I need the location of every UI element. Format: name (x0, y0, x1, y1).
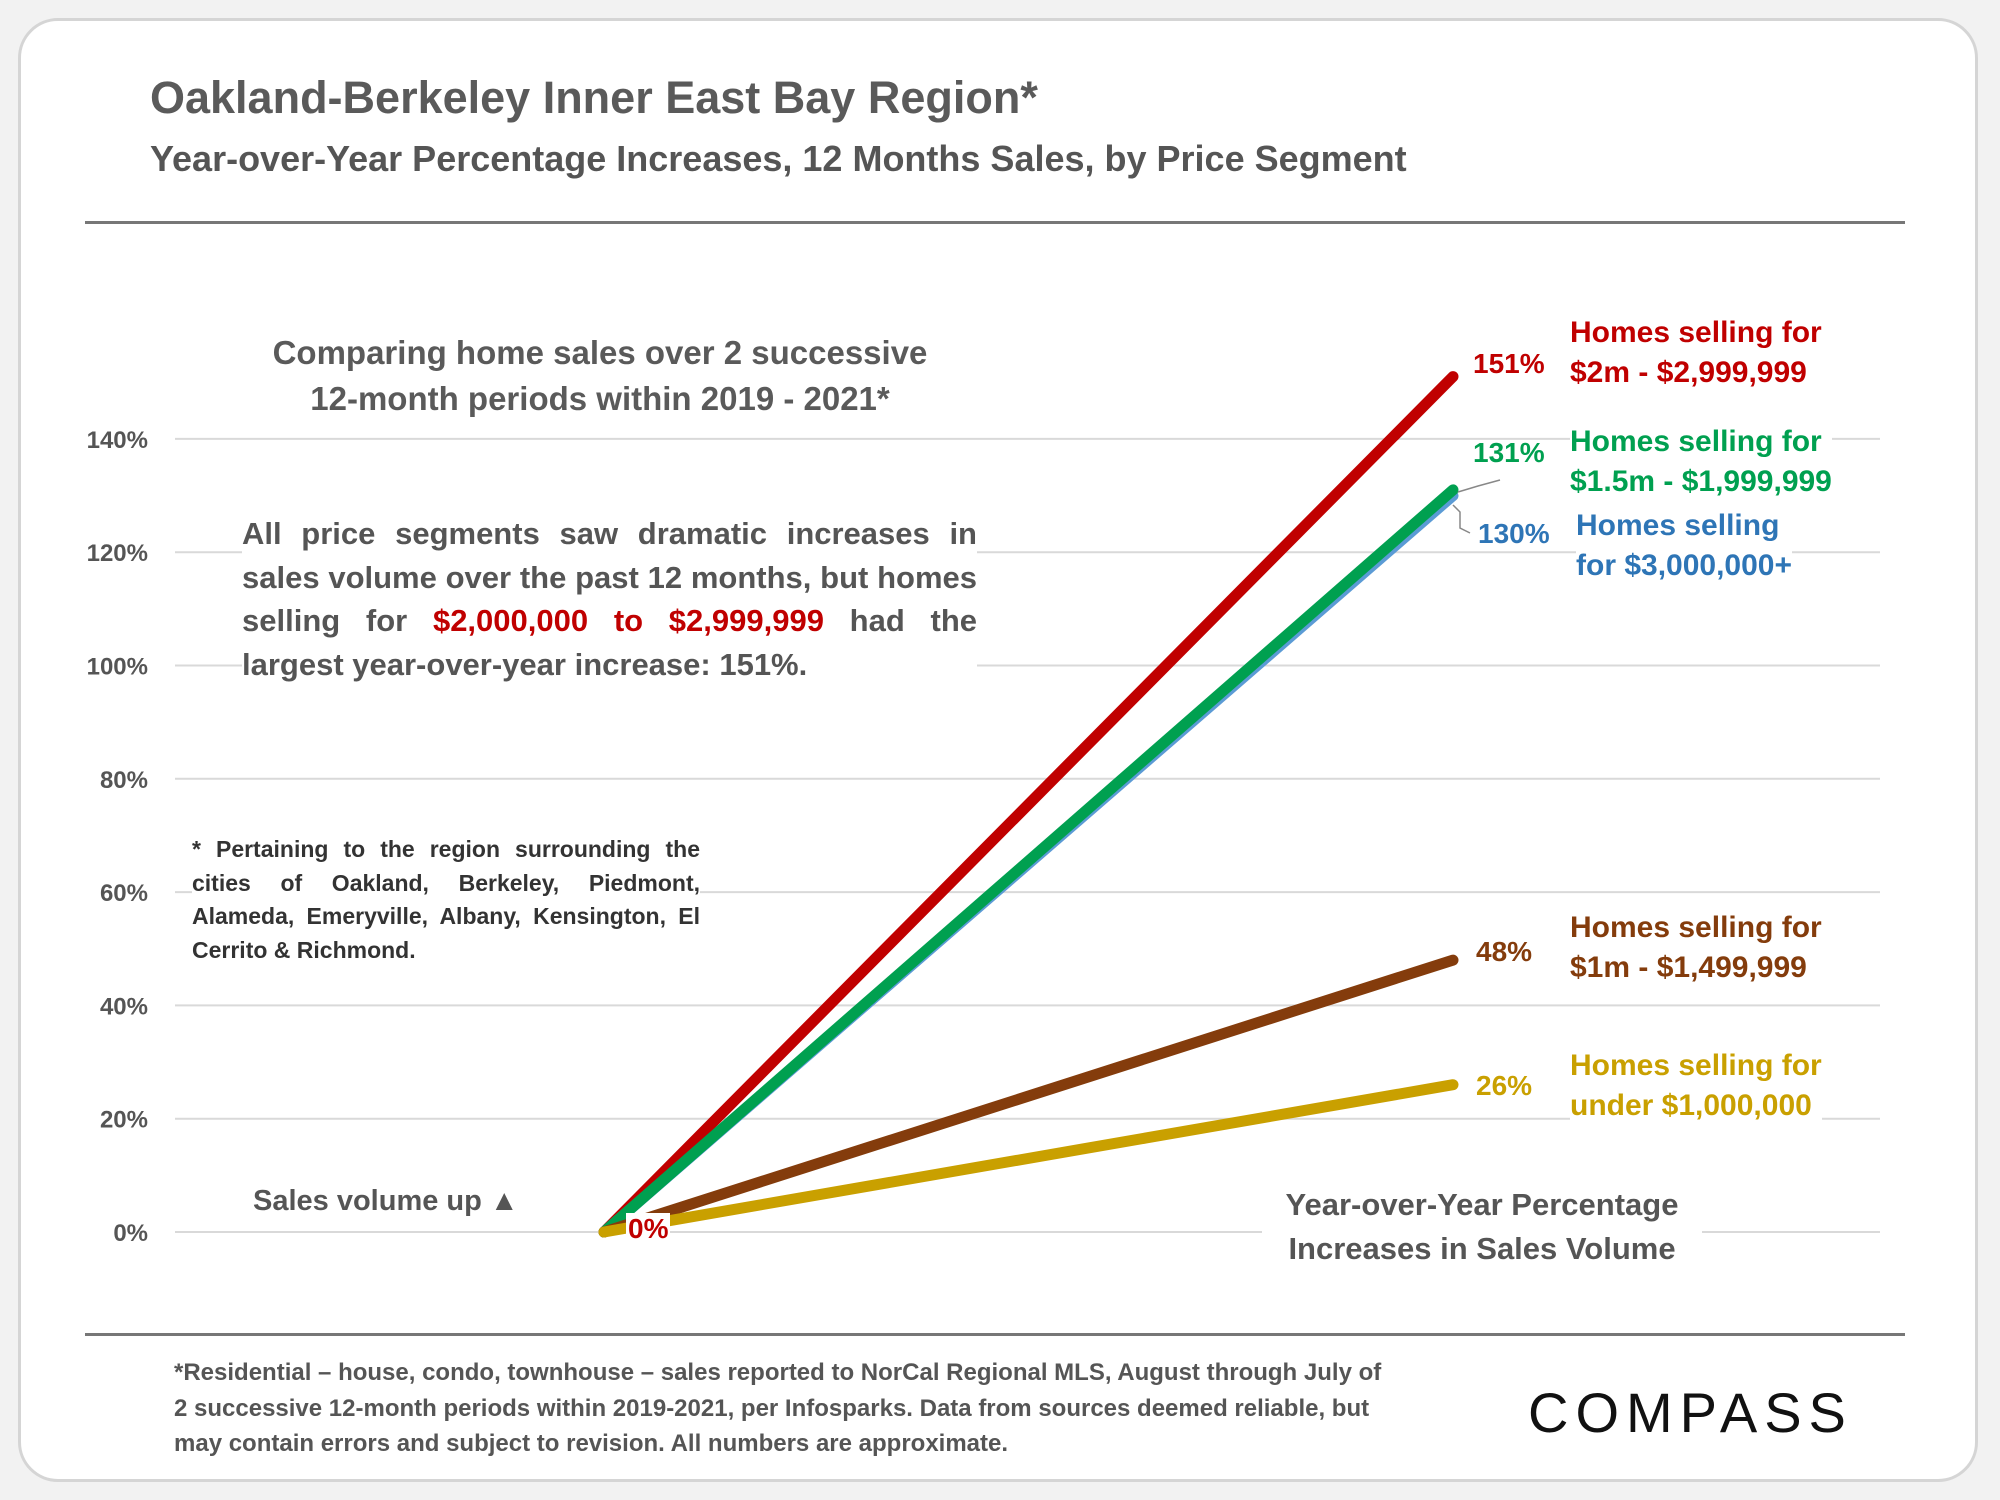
series-label-under-1m: Homes selling for under $1,000,000 (1570, 1046, 1822, 1126)
note-body-highlight: $2,000,000 to $2,999,999 (432, 603, 824, 638)
header-divider (85, 221, 1905, 224)
series-line (598, 484, 1459, 1238)
value-label-1m-1-5m: 48% (1476, 936, 1533, 967)
chart-note-body: All price segments saw dramatic increase… (242, 512, 977, 686)
series-label-under-1m-line1: Homes selling for (1570, 1049, 1822, 1082)
y-tick-label: 80% (100, 767, 148, 794)
note-body-text: All price segments saw dramatic increase… (242, 516, 977, 638)
series-label-3m-plus-line2: for $3,000,000+ (1576, 549, 1792, 582)
series-label-under-1m-line2: under $1,000,000 (1570, 1089, 1812, 1122)
x-axis-label-line1: Year-over-Year Percentage (1285, 1187, 1679, 1222)
series-label-3m-plus-line1: Homes selling (1576, 509, 1780, 542)
series-label-2m-3m-line1: Homes selling for (1570, 316, 1822, 349)
series-label-2m-3m-line2: $2m - $2,999,999 (1570, 356, 1807, 389)
region-footnote: * Pertaining to the region surrounding t… (192, 833, 700, 967)
y-tick-label: 140% (87, 427, 148, 454)
compass-logo: COMPASS (1528, 1381, 1853, 1444)
y-tick-label: 20% (100, 1107, 148, 1134)
series-label-1-5m-2m-line1: Homes selling for (1570, 425, 1822, 458)
value-label-1-5m-2m: 131% (1473, 437, 1545, 468)
y-tick-label: 100% (87, 654, 148, 681)
series-label-3m-plus: Homes selling for $3,000,000+ (1576, 506, 1792, 586)
leader-line-blue (1452, 504, 1471, 534)
page-title: Oakland-Berkeley Inner East Bay Region* (150, 72, 1038, 123)
note-body-text-end: had the largest year-over-year increase:… (242, 603, 977, 682)
series-line (598, 954, 1459, 1238)
footer-divider (85, 1333, 1905, 1336)
series-label-1m-1-5m: Homes selling for $1m - $1,499,999 (1570, 908, 1822, 988)
leader-line-green (1457, 479, 1501, 493)
chart-note-heading: Comparing home sales over 2 successive 1… (230, 330, 970, 422)
x-axis-label-line2: Increases in Sales Volume (1288, 1231, 1676, 1266)
chart-series-lines (598, 371, 1501, 1238)
y-axis-ticks: 0% 20% 40% 60% 80% 100% 120% 140% (87, 427, 148, 1247)
y-tick-label: 120% (87, 540, 148, 567)
series-label-1-5m-2m-line2: $1.5m - $1,999,999 (1570, 465, 1832, 498)
page-subtitle: Year-over-Year Percentage Increases, 12 … (150, 138, 1407, 179)
value-label-2m-3m: 151% (1473, 348, 1545, 379)
chart-note-heading-line1: Comparing home sales over 2 successive (272, 334, 928, 371)
footer-disclaimer: *Residential – house, condo, townhouse –… (174, 1359, 1382, 1457)
y-tick-label: 60% (100, 880, 148, 907)
y-tick-label: 0% (113, 1220, 148, 1247)
value-label-3m-plus: 130% (1478, 518, 1550, 549)
series-label-1m-1-5m-line2: $1m - $1,499,999 (1570, 951, 1807, 984)
chart-note-heading-line2: 12-month periods within 2019 - 2021* (310, 380, 890, 417)
series-label-2m-3m: Homes selling for $2m - $2,999,999 (1570, 313, 1822, 393)
series-line (598, 371, 1459, 1238)
series-label-1-5m-2m: Homes selling for $1.5m - $1,999,999 (1570, 422, 1832, 502)
x-axis-label: Year-over-Year Percentage Increases in S… (1262, 1183, 1702, 1271)
sales-volume-label: Sales volume up ▲ (253, 1185, 519, 1217)
series-line (598, 1079, 1459, 1238)
series-label-1m-1-5m-line1: Homes selling for (1570, 911, 1822, 944)
y-tick-label: 40% (100, 993, 148, 1020)
value-label-under-1m: 26% (1476, 1070, 1533, 1101)
origin-label: 0% (626, 1213, 671, 1245)
